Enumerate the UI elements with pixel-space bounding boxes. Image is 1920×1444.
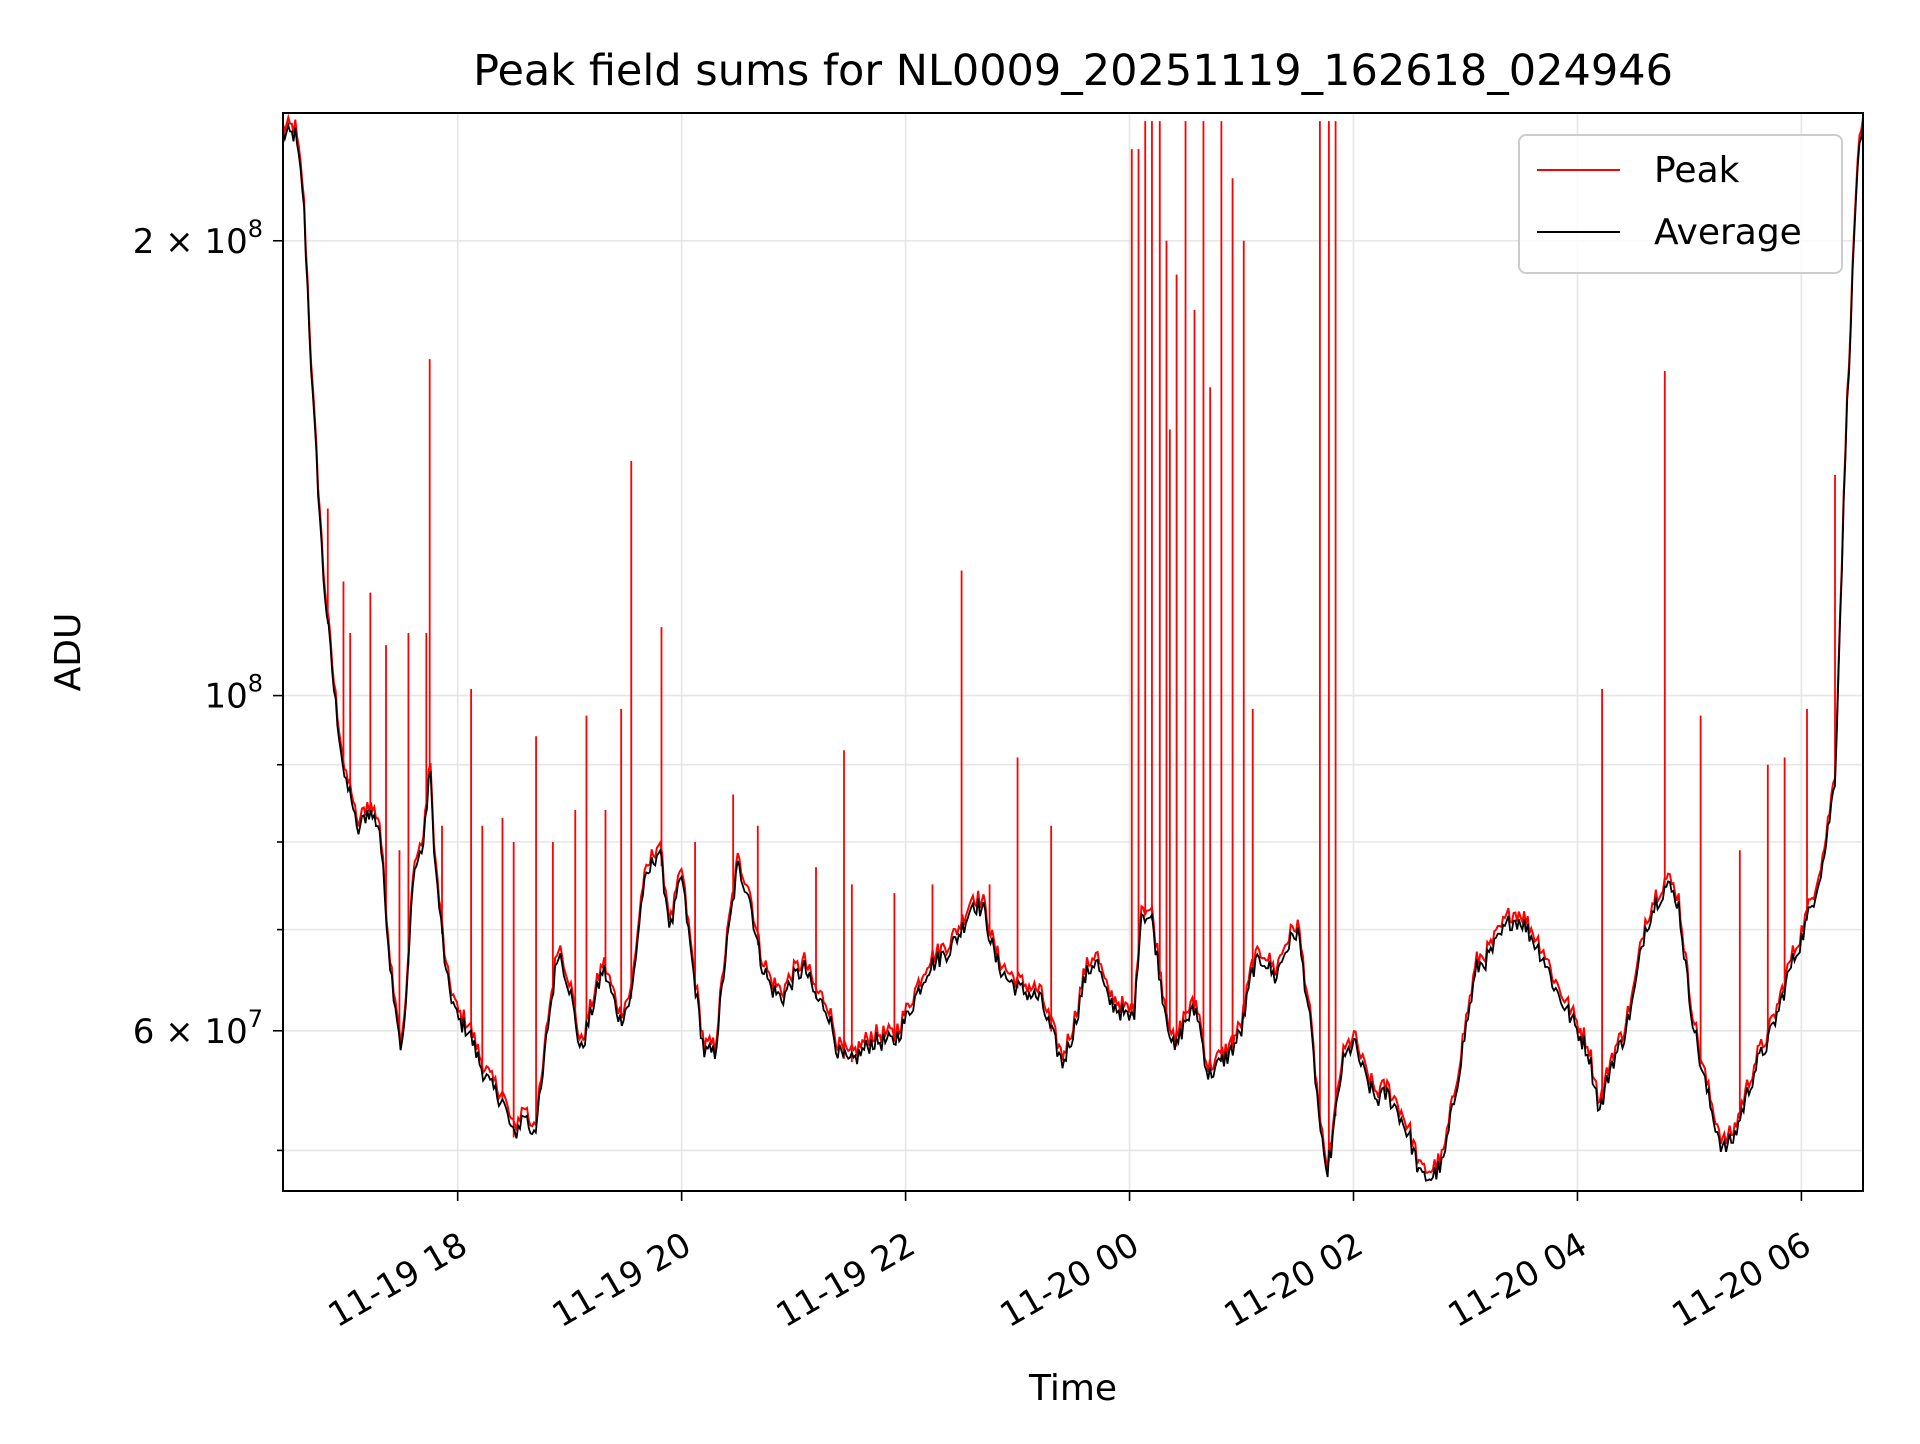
x-tick-label: 11-20 06 (1665, 1225, 1817, 1336)
x-tick-label: 11-19 18 (322, 1225, 474, 1336)
x-tick-label: 11-20 02 (1218, 1225, 1370, 1336)
average-series-line (282, 121, 1864, 1182)
x-tick-label: 11-19 20 (546, 1225, 698, 1336)
x-tick-label: 11-19 22 (770, 1225, 922, 1336)
chart-title: Peak field sums for NL0009_20251119_1626… (473, 46, 1673, 96)
y-tick-label: 2 × 108 (133, 215, 263, 262)
x-tick-label: 11-20 04 (1441, 1225, 1593, 1336)
legend-label-peak: Peak (1654, 150, 1740, 191)
series-layer (282, 113, 1864, 1182)
legend: Peak Average (1518, 134, 1843, 274)
y-tick-label: 108 (204, 670, 263, 717)
peak-series-line (282, 113, 1864, 1175)
x-axis-label: Time (1028, 1368, 1117, 1409)
y-tick-label: 6 × 107 (133, 1005, 263, 1052)
plot-frame (282, 112, 1864, 1192)
legend-label-average: Average (1654, 212, 1802, 253)
x-tick-label: 11-20 00 (994, 1225, 1146, 1336)
y-axis-label: ADU (48, 613, 89, 692)
